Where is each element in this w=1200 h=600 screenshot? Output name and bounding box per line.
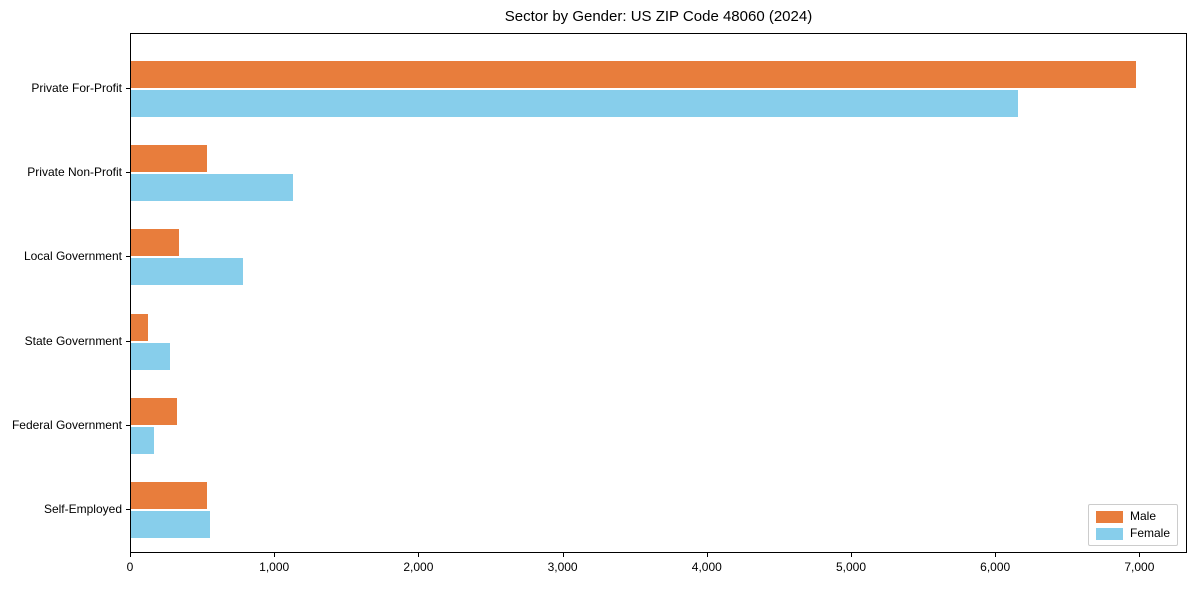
y-axis-category-label: Self-Employed [43,502,122,516]
y-axis-category-label: Local Government [23,249,122,264]
x-axis-tick-label: 2,000 [403,560,434,574]
y-axis-category-label: Private Non-Profit [27,165,122,180]
x-axis-tick-label: 6,000 [980,560,1011,574]
male-swatch-icon [1096,510,1123,523]
x-axis-tick-mark [995,553,997,557]
x-axis-tick-label: 5,000 [835,560,867,574]
y-axis-category-label: State Government [24,333,122,348]
legend: Male Female [1088,504,1178,546]
chart-title: Sector by Gender: US ZIP Code 48060 (202… [504,8,813,25]
bar-male-federal-government [131,397,178,425]
x-axis-tick-label: 0 [126,560,134,574]
y-axis-tick-mark [126,509,130,510]
x-axis-tick-label: 4,000 [691,560,722,574]
female-swatch-icon [1096,527,1123,540]
bar-female-self-employed [131,511,211,538]
y-axis-tick-mark [126,256,130,258]
bar-male-private-for-profit [131,61,1137,88]
x-axis-tick-label: 3,000 [547,560,578,574]
legend-item-female: Female [1096,527,1170,540]
y-axis-category-label: Private For-Profit [31,81,122,95]
bar-male-self-employed [131,482,207,509]
y-axis-tick-mark [126,88,130,89]
bar-female-private-for-profit [131,90,1018,117]
x-axis-tick-label: 7,000 [1124,560,1155,574]
x-axis-tick-mark [851,553,852,557]
x-axis-tick-mark [274,553,276,557]
x-axis-tick-label: 1,000 [259,560,290,574]
y-axis-tick-mark [126,424,130,426]
x-axis-tick-mark [130,553,131,557]
legend-item-male: Male [1096,510,1170,523]
x-axis-tick-mark [562,553,564,557]
plot-area: Male Female [130,33,1187,553]
bar-male-local-government [131,229,180,257]
legend-label-female: Female [1130,526,1171,540]
bar-female-local-government [131,258,243,286]
bar-male-private-non-profit [131,145,208,173]
bar-female-federal-government [131,426,155,454]
bar-female-state-government [131,342,170,370]
bar-male-state-government [131,313,149,341]
y-axis-category-label: Federal Government [11,417,122,432]
y-axis-tick-mark [126,172,130,174]
y-axis-tick-mark [126,340,130,342]
x-axis-tick-mark [1139,553,1141,557]
x-axis-tick-mark [418,553,420,557]
x-axis-tick-mark [706,553,708,557]
bar-female-private-non-profit [131,174,293,202]
legend-label-male: Male [1130,509,1157,523]
